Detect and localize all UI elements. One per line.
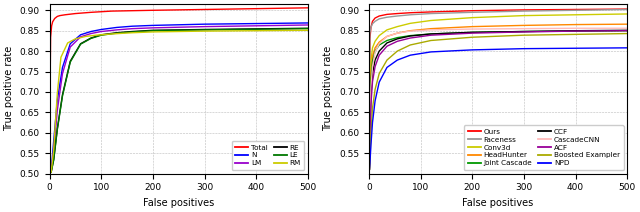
Legend: Ours, Faceness, Conv3d, HeadHunter, Joint Cascade, CCF, CascadeCNN, ACF, Boosted: Ours, Faceness, Conv3d, HeadHunter, Join… [464, 125, 623, 170]
Y-axis label: True positive rate: True positive rate [4, 46, 14, 131]
Y-axis label: True positive rate: True positive rate [323, 46, 333, 131]
Legend: Total, N, LM, RE, LE, RM: Total, N, LM, RE, LE, RM [232, 141, 304, 170]
X-axis label: False positives: False positives [463, 198, 534, 208]
X-axis label: False positives: False positives [143, 198, 214, 208]
